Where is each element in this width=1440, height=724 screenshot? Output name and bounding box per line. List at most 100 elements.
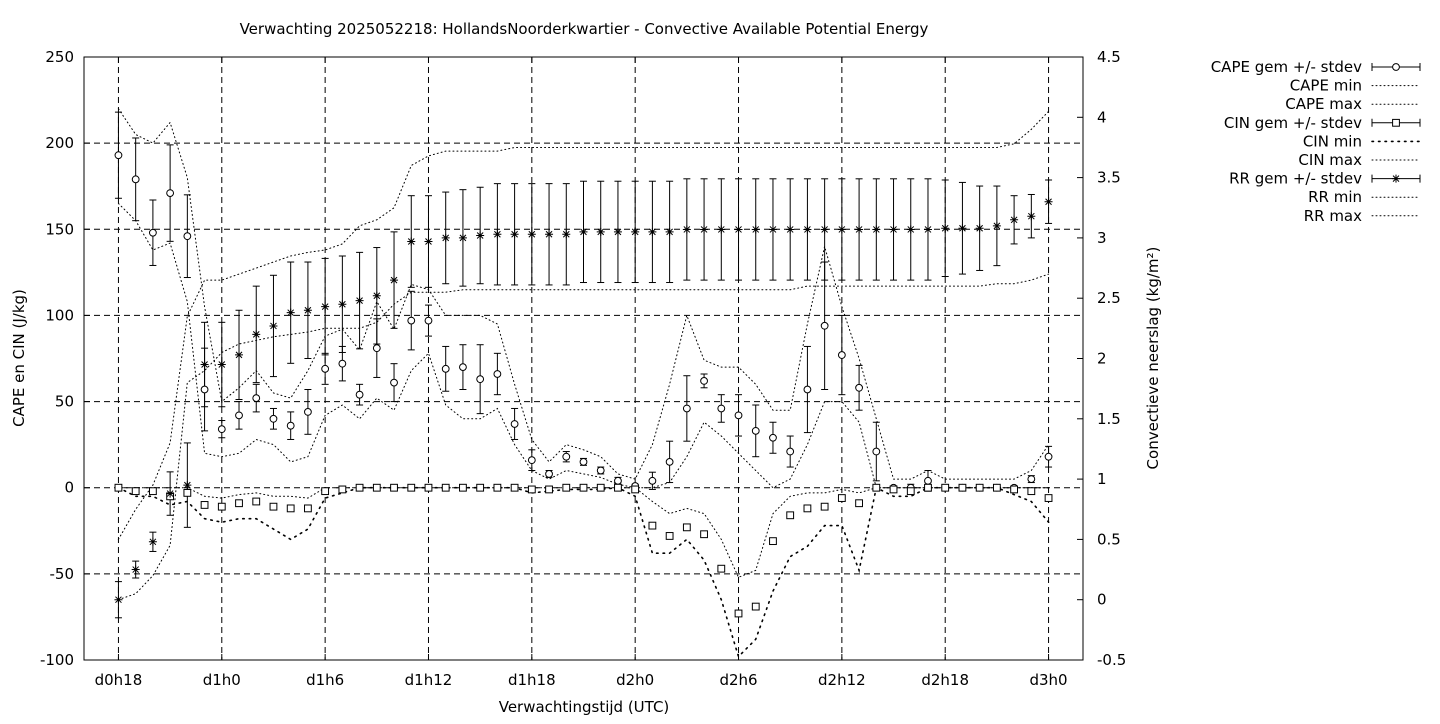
axes: d0h18 d1h0 d1h6 d1h12 d1h18 d2h0 d2h6 d2h12 d2h1… <box>40 48 1126 689</box>
rr-gem-stdev-point-54 <box>1044 197 1053 206</box>
rr-gem-stdev-point-32 <box>665 227 674 236</box>
rr-gem-stdev-point-46 <box>906 225 915 234</box>
x-tick-label-4: d1h18 <box>508 671 556 689</box>
cape-gem-stdev-point-44 <box>872 447 881 456</box>
cape-gem-stdev-point-43 <box>855 383 863 392</box>
cape-gem-stdev-point-28 <box>596 466 605 475</box>
cin-gem-stdev-point-22 <box>493 483 502 492</box>
cin-gem-stdev-point-43 <box>855 499 863 508</box>
rr-gem-stdev-point-19 <box>441 233 450 242</box>
cin-gem-stdev-point-19 <box>441 483 450 492</box>
chart-title: Verwachting 2025052218: HollandsNoorderk… <box>240 20 929 38</box>
rr-gem-stdev-point-26 <box>562 230 571 239</box>
cin-gem-stdev-point-33 <box>682 523 691 532</box>
cin-gem-stdev-point-11 <box>304 504 312 513</box>
cape-gem-stdev-point-14 <box>355 390 364 399</box>
rr-gem-stdev-point-7 <box>235 350 244 359</box>
cape-gem-stdev-point-37 <box>751 426 760 435</box>
cape-gem-stdev-point-31 <box>648 476 657 485</box>
cape-gem-stdev-point-33 <box>682 404 691 413</box>
cape-gem-stdev-point-17 <box>407 316 416 325</box>
rr-gem-stdev-point-25 <box>545 230 554 239</box>
rr-gem-stdev-point-16 <box>390 276 399 285</box>
cape-gem-stdev-point-29 <box>614 476 622 485</box>
cape-gem-stdev-point-0 <box>114 151 123 160</box>
cape-gem-stdev-point-2 <box>148 228 157 237</box>
cin-gem-stdev-point-52 <box>1010 485 1019 494</box>
cin-gem-stdev-point-27 <box>579 483 588 492</box>
y-tick-label-5: 150 <box>45 220 74 238</box>
cin-gem-stdev-point-21 <box>476 483 485 492</box>
rr-gem-stdev-point-51 <box>992 221 1001 230</box>
cape-gem-stdev-point-36 <box>734 411 743 420</box>
legend-label-cape-max: CAPE max <box>1285 95 1362 113</box>
cape-gem-stdev-point-1 <box>131 175 140 184</box>
cin-gem-stdev-point-7 <box>235 499 243 508</box>
rr-gem-stdev-point-40 <box>803 225 812 234</box>
cin-gem-stdev-point-0 <box>114 483 123 492</box>
legend-label-rr-min: RR min <box>1308 188 1362 206</box>
rr-gem-stdev-point-10 <box>286 308 295 317</box>
cin-gem-stdev-point-31 <box>648 521 657 530</box>
cin-gem-stdev-point-23 <box>510 483 519 492</box>
rr-gem-stdev-point-29 <box>613 227 622 236</box>
cin-gem-stdev-point-39 <box>786 511 795 520</box>
rr-gem-stdev-point-34 <box>700 225 709 234</box>
x-tick-label-9: d3h0 <box>1029 671 1067 689</box>
cin-gem-stdev-point-10 <box>286 504 295 513</box>
cape-gem-stdev-point-4 <box>183 232 192 241</box>
rr-gem-stdev-point-11 <box>303 306 312 315</box>
cin-gem-stdev-point-38 <box>769 537 777 546</box>
cape-gem-stdev-point-22 <box>493 370 502 378</box>
cin-gem-stdev-point-6 <box>217 502 226 511</box>
rr-gem-stdev-point-22 <box>493 230 502 239</box>
legend-label-cape-min: CAPE min <box>1290 77 1362 95</box>
cin-gem-stdev-point-20 <box>459 483 467 492</box>
cin-gem-stdev-point-30 <box>631 485 640 494</box>
cin-gem-stdev-point-24 <box>527 485 536 494</box>
rr-gem-stdev-point-23 <box>510 230 519 239</box>
rr-gem-stdev-point-36 <box>734 225 743 234</box>
cin-gem-stdev-point-28 <box>596 483 605 492</box>
cape-gem-stdev-point-5 <box>200 385 209 394</box>
rr-gem-stdev-point-8 <box>252 330 261 339</box>
cape-gem-stdev-point-53 <box>1027 475 1036 484</box>
cape-gem-stdev-point-12 <box>321 364 330 373</box>
cape-gem-stdev-point-19 <box>441 364 450 373</box>
rr-gem-stdev-point-13 <box>338 300 347 309</box>
rr-gem-stdev-point-3 <box>166 489 175 498</box>
rr-gem-stdev-point-43 <box>855 225 864 234</box>
rr-gem-stdev-point-12 <box>321 302 330 311</box>
legend-label-cin-min: CIN min <box>1303 132 1362 150</box>
rr-gem-stdev-point-14 <box>355 296 364 305</box>
rr-gem-stdev-point-38 <box>768 225 777 234</box>
cin-gem-stdev-point-48 <box>941 483 950 492</box>
legend-label-rr-gem-stdev: RR gem +/- stdev <box>1229 170 1362 188</box>
markers <box>114 151 1053 618</box>
rr-gem-stdev-point-1 <box>131 565 140 574</box>
cape-gem-stdev-point-15 <box>372 344 381 353</box>
cin-gem-stdev-point-35 <box>717 564 726 573</box>
rr-gem-stdev-point-5 <box>200 360 209 369</box>
cin-gem-stdev-point-46 <box>906 487 915 496</box>
cin-gem-stdev-point-49 <box>958 483 967 492</box>
cape-gem-stdev-point-21 <box>476 375 485 384</box>
cin-gem-stdev-point-9 <box>269 502 278 511</box>
cape-gem-stdev-point-9 <box>269 414 278 423</box>
cape-gem-stdev-point-23 <box>510 420 519 428</box>
cin-gem-stdev-point-32 <box>665 532 674 540</box>
y2-tick-label-1: 0 <box>1097 591 1107 609</box>
rr-gem-stdev-point-31 <box>648 227 657 236</box>
rr-gem-stdev-point-0 <box>114 595 123 604</box>
cape-gem-stdev-point-38 <box>769 433 777 442</box>
cin-gem-stdev-point-45 <box>889 485 898 494</box>
y-tick-label-0: -100 <box>40 651 74 669</box>
y-tick-label-7: 250 <box>45 48 74 66</box>
cin-min-line <box>117 486 1050 659</box>
cape-gem-stdev-point-18 <box>424 316 433 325</box>
cin-gem-stdev-point-12 <box>321 487 330 496</box>
cape-min-line <box>117 202 1050 489</box>
cin-gem-stdev-point-1 <box>131 487 140 496</box>
x-tick-label-2: d1h6 <box>306 671 344 689</box>
